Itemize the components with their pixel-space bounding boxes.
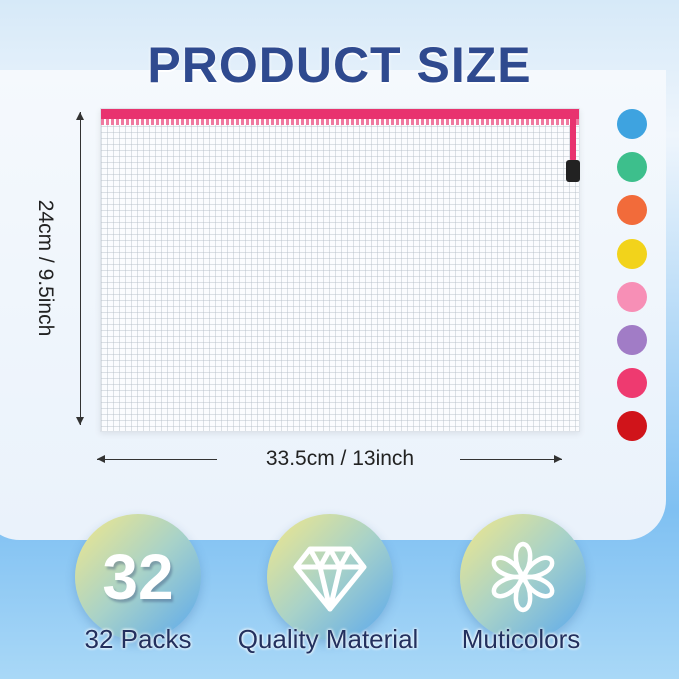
zipper-pull [570, 112, 576, 162]
page-title: PRODUCT SIZE [147, 37, 532, 93]
color-swatch [617, 152, 647, 183]
colors-label: Muticolors [461, 624, 581, 654]
colors-badge [460, 514, 586, 640]
flower-petal [491, 555, 527, 580]
color-swatch [617, 195, 647, 226]
quality-label: Quality Material [237, 624, 419, 654]
height-arrow [76, 112, 84, 425]
flower-icon [491, 541, 555, 613]
color-swatch [617, 238, 647, 269]
color-swatch [617, 368, 647, 399]
diamond-icon [293, 546, 367, 612]
height-label: 24cm / 9.5inch [34, 199, 57, 337]
width-arrow-right [460, 455, 562, 463]
packs-badge: 32 [75, 514, 201, 640]
color-swatch [617, 109, 647, 139]
color-swatch [617, 281, 647, 312]
width-label: 33.5cm / 13inch [265, 447, 415, 470]
color-swatch [617, 411, 647, 442]
width-arrow-left [97, 455, 217, 463]
zipper-tab [566, 160, 580, 182]
color-swatch [617, 325, 647, 355]
mesh-bag-image [100, 108, 580, 432]
packs-label: 32 Packs [84, 624, 192, 654]
zipper [101, 109, 579, 119]
quality-badge [267, 514, 393, 640]
packs-count: 32 [102, 541, 174, 613]
zipper-tape [101, 119, 579, 125]
